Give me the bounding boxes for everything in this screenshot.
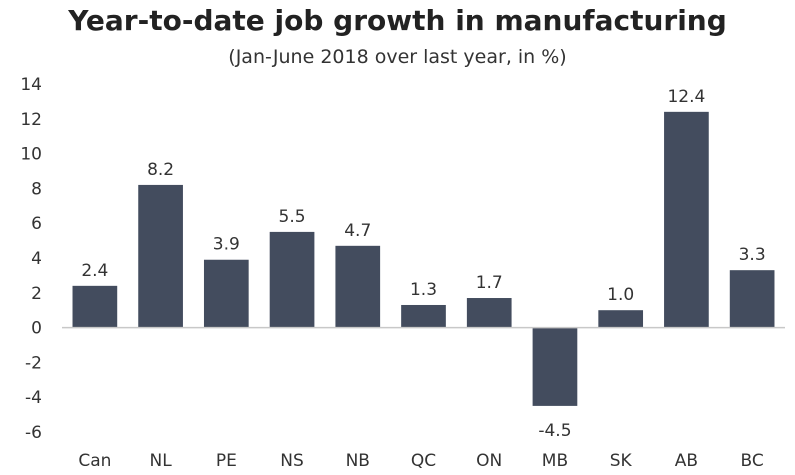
- data-label: 1.3: [410, 280, 437, 300]
- y-tick-label: -2: [25, 353, 42, 373]
- y-tick-label: 4: [31, 249, 42, 269]
- data-label: 8.2: [147, 160, 174, 180]
- category-label: NL: [149, 451, 172, 471]
- y-tick-label: 2: [31, 284, 42, 304]
- data-label: 3.3: [739, 245, 766, 265]
- category-label: QC: [411, 451, 436, 471]
- data-label: -4.5: [538, 421, 571, 441]
- chart-subtitle: (Jan-June 2018 over last year, in %): [228, 46, 567, 68]
- data-label: 5.5: [279, 207, 306, 227]
- bar-can: [72, 285, 118, 328]
- y-tick-label: 6: [31, 214, 42, 234]
- category-label: PE: [216, 451, 237, 471]
- bar-qc: [401, 304, 446, 328]
- bar-nl: [138, 184, 183, 328]
- category-label: BC: [741, 451, 764, 471]
- data-label: 1.7: [476, 273, 503, 293]
- category-label: NS: [280, 451, 304, 471]
- data-label: 12.4: [667, 87, 705, 107]
- y-tick-label: 10: [20, 145, 42, 165]
- bar-bc: [729, 270, 775, 328]
- y-tick-label: 8: [31, 179, 42, 199]
- data-label: 2.4: [81, 261, 108, 281]
- bar-ab: [664, 111, 709, 328]
- category-label: MB: [542, 451, 568, 471]
- bar-nb: [335, 245, 381, 328]
- y-tick-label: -6: [25, 423, 42, 443]
- chart-title: Year-to-date job growth in manufacturing: [68, 4, 727, 37]
- category-label: NB: [346, 451, 370, 471]
- bar-on: [466, 298, 512, 328]
- bar-mb: [532, 327, 578, 406]
- bar-sk: [598, 310, 644, 328]
- bar-pe: [203, 259, 249, 328]
- category-label: ON: [476, 451, 502, 471]
- data-label: 4.7: [344, 221, 371, 241]
- data-label: 1.0: [607, 285, 634, 305]
- y-tick-label: 12: [20, 110, 42, 130]
- category-label: AB: [675, 451, 698, 471]
- y-tick-label: 0: [31, 319, 42, 339]
- category-label: Can: [78, 451, 111, 471]
- category-label: SK: [610, 451, 633, 471]
- y-tick-label: -4: [25, 388, 42, 408]
- bar-ns: [269, 231, 315, 328]
- y-tick-label: 14: [20, 75, 42, 95]
- data-label: 3.9: [213, 235, 240, 255]
